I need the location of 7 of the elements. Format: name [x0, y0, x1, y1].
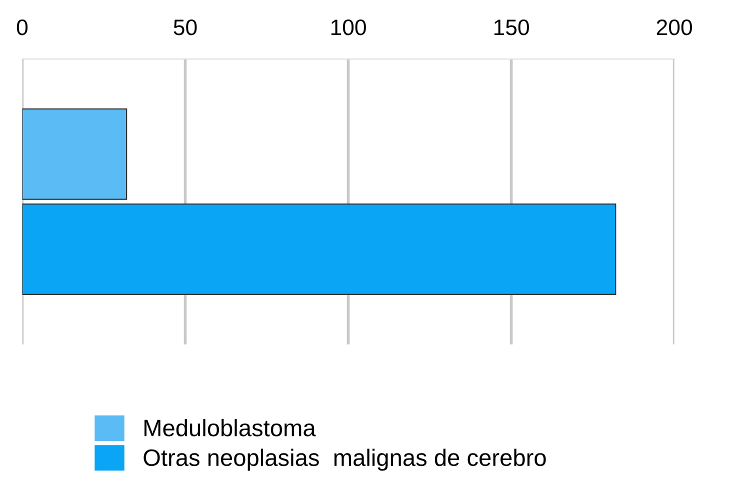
x-tick-label: 50	[174, 19, 197, 36]
x-tick-label: 200	[656, 19, 692, 36]
x-tick-label: 150	[494, 19, 529, 36]
x-tick-label: 100	[331, 19, 366, 36]
legend-label: Meduloblastoma	[144, 419, 316, 436]
x-tick-label: 0	[16, 19, 28, 36]
legend-label: Otras neoplasias malignas de cerebro	[144, 448, 546, 471]
